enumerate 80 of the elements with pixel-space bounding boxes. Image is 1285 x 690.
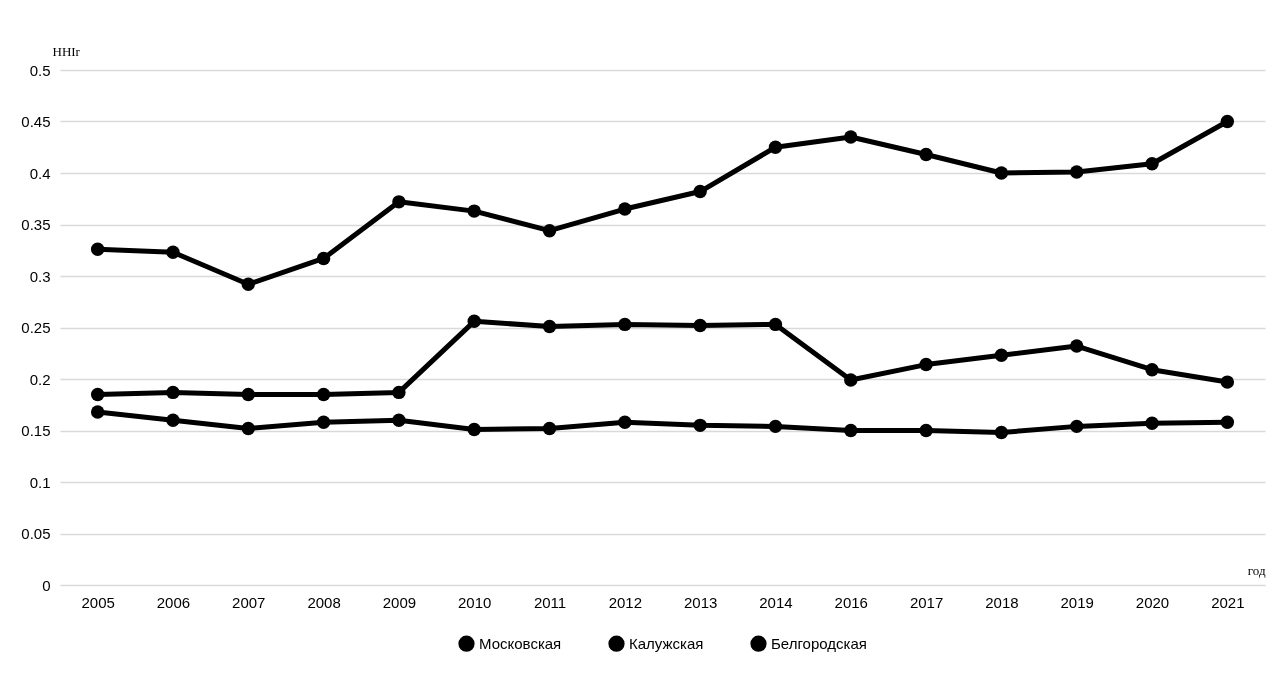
point <box>90 242 105 256</box>
point <box>392 413 406 427</box>
point <box>919 357 933 372</box>
point <box>392 385 406 400</box>
point <box>241 387 255 402</box>
point <box>316 415 331 429</box>
x-tick-label: 2018 <box>985 593 1019 611</box>
x-tick-label: 2017 <box>909 593 944 611</box>
point <box>693 184 707 199</box>
point <box>542 421 557 436</box>
point <box>844 130 858 144</box>
point <box>1220 415 1235 429</box>
point <box>693 418 707 433</box>
point <box>1070 165 1084 179</box>
point <box>1145 157 1159 171</box>
x-tick-label: 2014 <box>759 593 793 611</box>
point <box>844 373 858 387</box>
y-tick-label: 0.35 <box>21 216 51 233</box>
y-tick-label: 0.05 <box>21 525 51 542</box>
point <box>768 419 783 434</box>
point <box>1145 416 1159 430</box>
point <box>1220 375 1235 389</box>
y-tick-label: 0.3 <box>29 267 51 285</box>
y-tick-label: 0.4 <box>29 164 51 182</box>
point <box>768 317 783 332</box>
y-axis-title: HHIr <box>52 43 81 59</box>
point <box>467 422 481 437</box>
x-tick-label: 2020 <box>1135 593 1170 611</box>
point <box>1220 114 1235 129</box>
point <box>693 318 707 333</box>
y-tick-label: 0.2 <box>29 370 51 388</box>
x-tick-label: 2006 <box>156 593 191 611</box>
point <box>542 223 557 238</box>
point <box>166 385 180 400</box>
y-tick-label: 0.25 <box>21 319 51 336</box>
x-tick-label: 2007 <box>232 593 266 611</box>
legend-label: Калужская <box>629 634 704 652</box>
point <box>166 413 180 427</box>
point <box>392 195 406 209</box>
point <box>241 421 255 436</box>
x-tick-label: 2008 <box>307 593 341 611</box>
y-tick-label: 0.45 <box>21 113 51 130</box>
point <box>90 387 105 402</box>
point <box>316 251 331 266</box>
y-tick-label: 0.15 <box>21 422 51 439</box>
x-tick-label: 2019 <box>1060 593 1094 611</box>
y-tick-label: 0.1 <box>29 473 51 491</box>
x-tick-label: 2016 <box>834 593 868 611</box>
x-axis-title: год <box>1247 562 1266 578</box>
point <box>919 423 933 438</box>
point <box>919 147 933 162</box>
point <box>1070 419 1084 434</box>
point <box>994 348 1009 362</box>
point <box>542 319 557 334</box>
x-tick-label: 2005 <box>81 593 115 611</box>
y-tick-label: 0 <box>42 576 51 594</box>
point <box>618 202 632 216</box>
point <box>316 387 331 402</box>
x-tick-label: 2013 <box>683 593 718 611</box>
point <box>844 423 858 438</box>
legend-label: Московская <box>479 634 562 652</box>
x-tick-label: 2021 <box>1211 593 1245 611</box>
point <box>90 405 105 419</box>
point <box>768 140 783 154</box>
point <box>994 166 1009 180</box>
x-tick-label: 2010 <box>458 593 492 611</box>
legend-label: Белгородская <box>771 634 867 652</box>
point <box>166 245 180 259</box>
point <box>1145 363 1159 377</box>
x-tick-label: 2011 <box>533 593 567 611</box>
point <box>241 277 255 291</box>
point <box>994 425 1009 440</box>
point <box>467 204 481 218</box>
point <box>618 317 632 332</box>
y-tick-label: 0.5 <box>29 61 51 79</box>
x-tick-label: 2012 <box>608 593 643 611</box>
point <box>1070 339 1084 353</box>
point <box>467 314 481 329</box>
point <box>618 415 632 429</box>
x-tick-label: 2009 <box>382 593 417 611</box>
